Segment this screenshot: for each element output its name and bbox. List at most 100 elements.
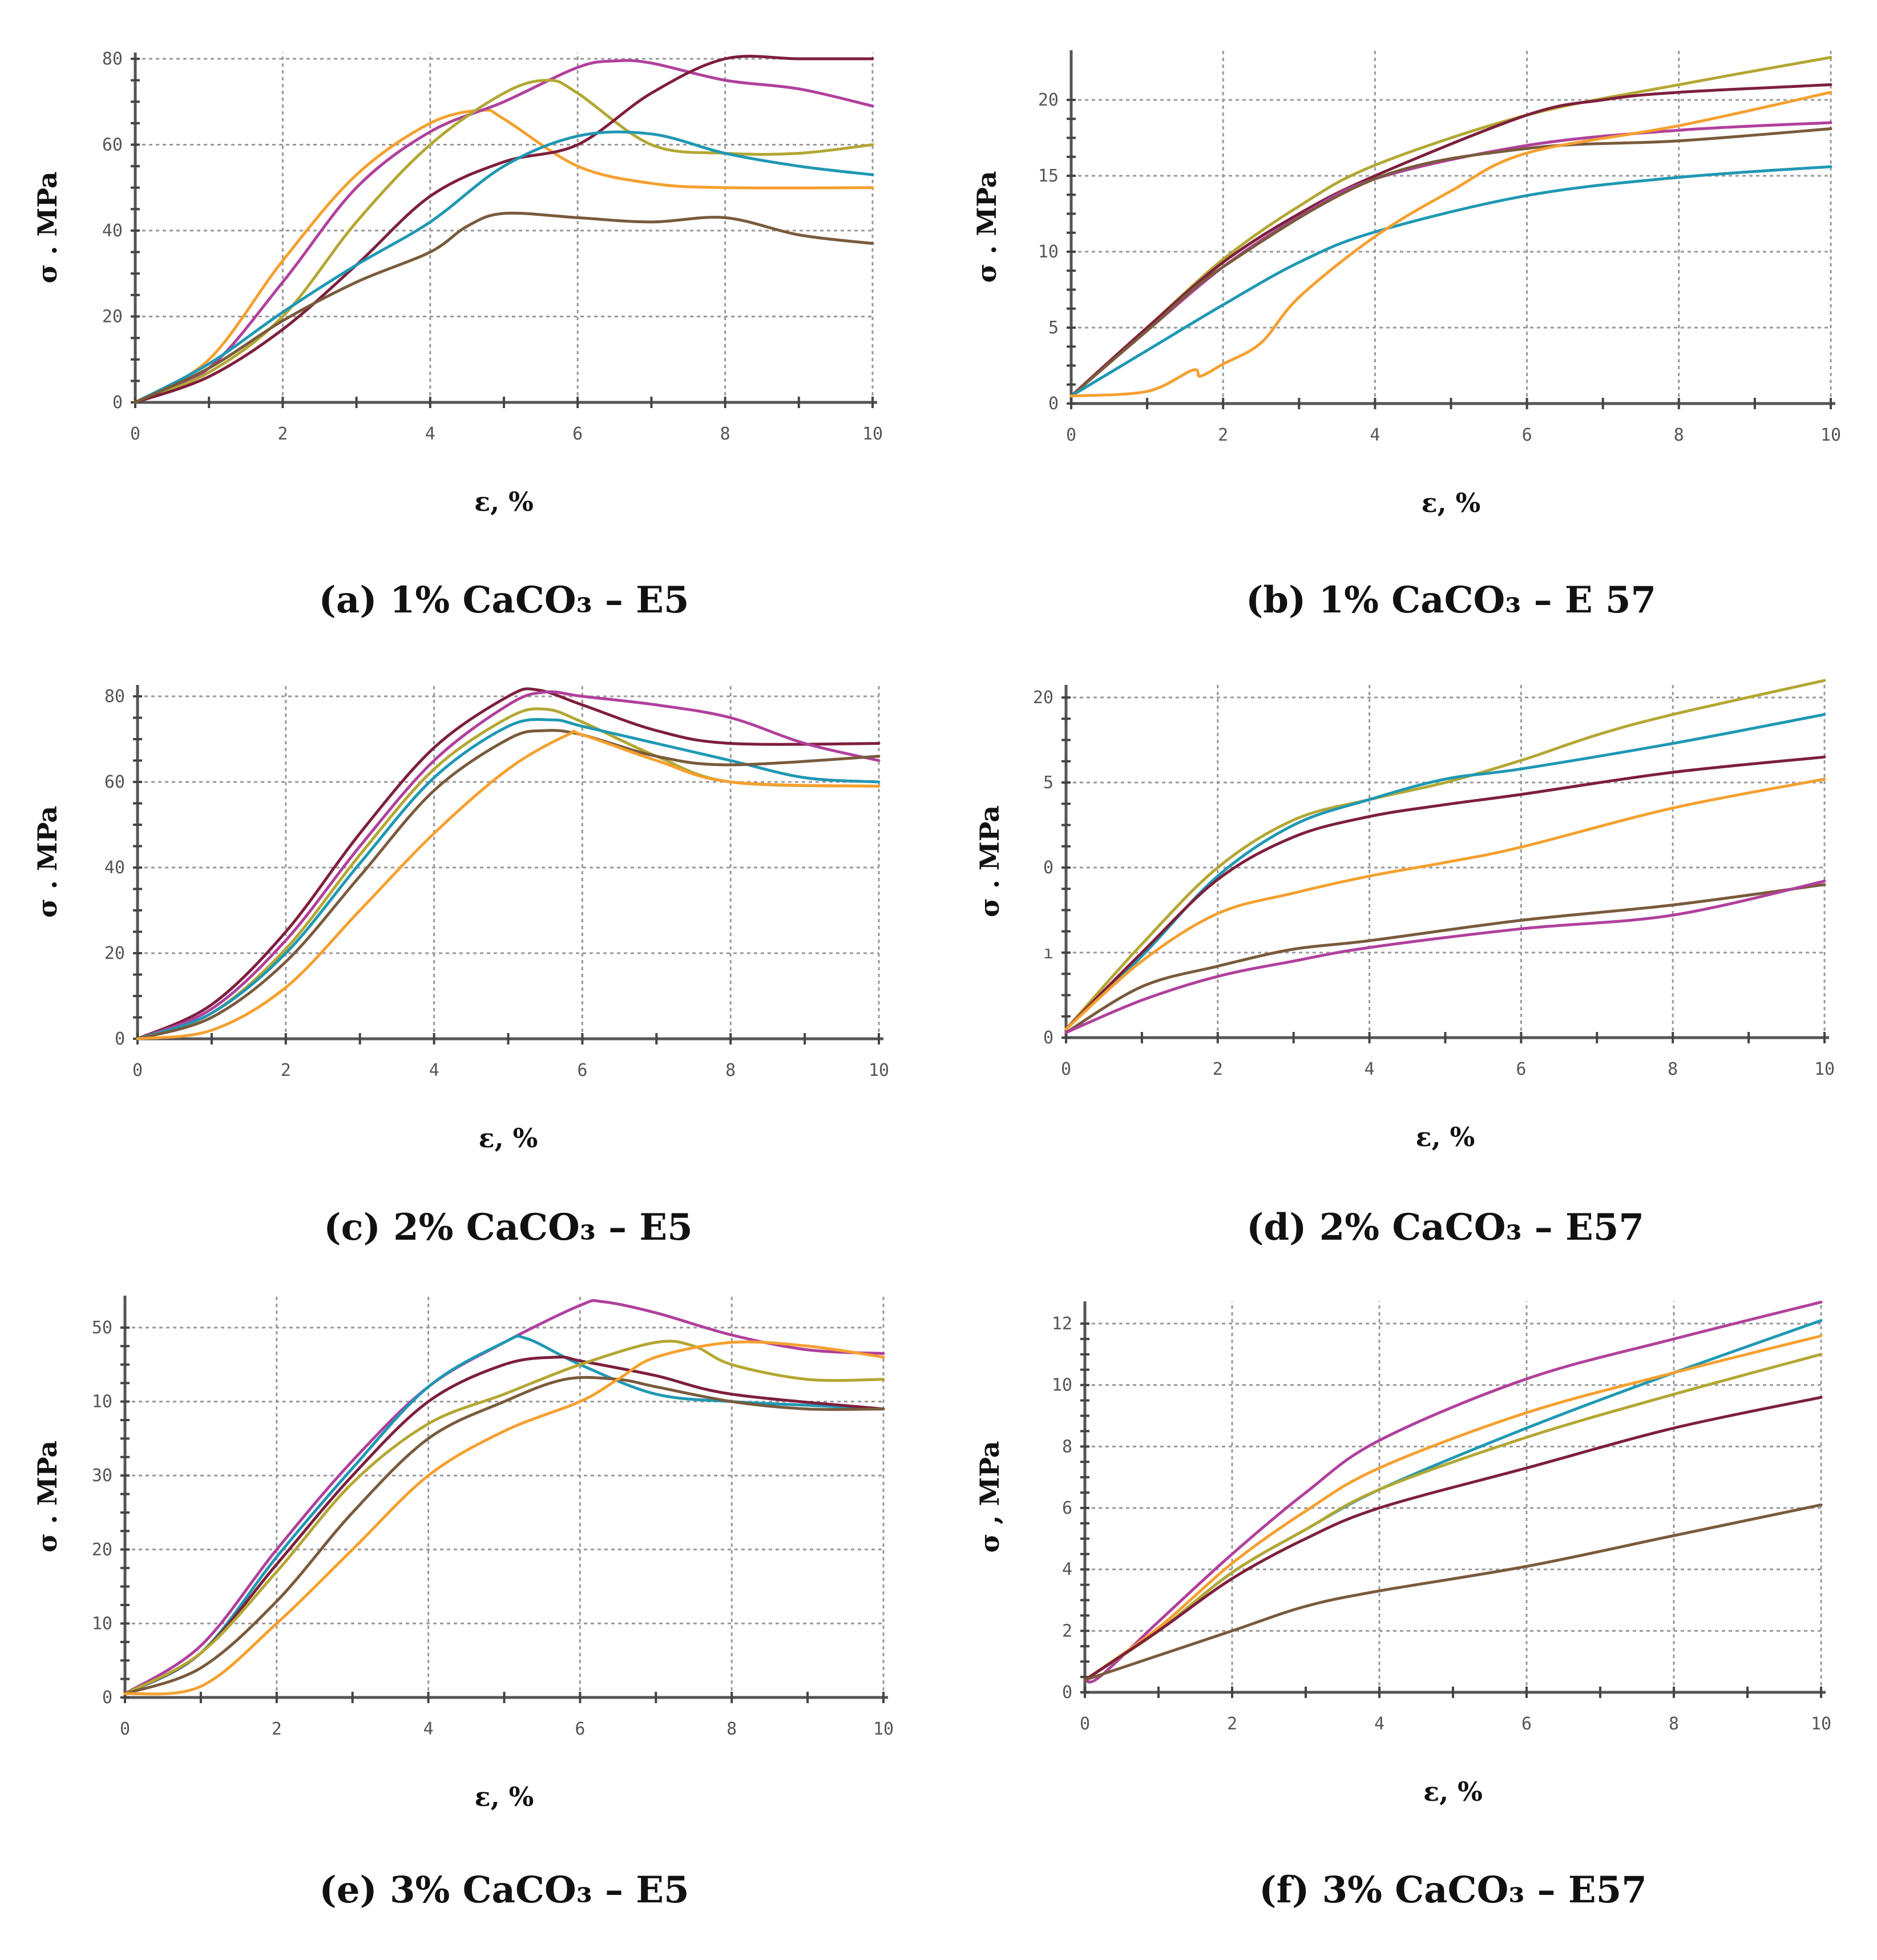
- y-tick-label: 0: [115, 1029, 125, 1049]
- series-line-dark-red: [136, 687, 881, 1041]
- y-tick-label: 0: [102, 1688, 112, 1708]
- x-tick-label: 2: [281, 1060, 291, 1080]
- x-tick-label: 2: [1213, 1059, 1223, 1079]
- x-tick-label: 6: [1516, 1059, 1526, 1079]
- y-tick-label: 0: [112, 393, 123, 413]
- y-tick-label: 80: [102, 49, 123, 69]
- y-tick-label: 5: [1043, 773, 1053, 793]
- panel-caption: (c) 2% CaCO₃ – E5: [324, 1206, 692, 1249]
- y-tick-label: 0: [1062, 1683, 1072, 1703]
- series-line-magenta: [1069, 121, 1832, 398]
- series-line-magenta: [1083, 1300, 1823, 1684]
- x-tick-label: 8: [1674, 425, 1684, 445]
- chart-panel-d: 0 2 4 6 8 10 0 ı 0 5 20 ε, % σ . MPa (d) 2% CaCO₃ – E…: [974, 679, 1835, 1249]
- y-tick-label: 2: [1062, 1621, 1072, 1641]
- x-tick-label: 0: [1061, 1059, 1071, 1079]
- panel-caption: (d) 2% CaCO₃ – E57: [1246, 1206, 1644, 1249]
- y-tick-label: ı: [1043, 943, 1053, 963]
- x-tick-label: 4: [423, 1719, 434, 1739]
- x-tick-label: 8: [1668, 1059, 1678, 1079]
- chart-panel-f: 0 2 4 6 8 10 0 2 4 6 8 10 12 ε, % σ , MPa (f) 3% CaCO₃ …: [974, 1300, 1831, 1911]
- y-tick-label: 60: [102, 135, 123, 155]
- x-tick-label: 0: [1066, 425, 1076, 445]
- x-tick-label: 4: [1370, 425, 1380, 445]
- series-line-dark-red: [1083, 1396, 1823, 1681]
- y-tick-label: 20: [102, 307, 123, 327]
- chart-panel-e: 0 2 4 6 8 10 0 10 20 30 10 50 ε, % σ . MPa (e) 3% CaCO…: [32, 1296, 894, 1911]
- y-tick-label: 20: [104, 943, 125, 963]
- y-tick-label: 60: [104, 772, 125, 792]
- panel-caption: (e) 3% CaCO₃ – E5: [319, 1869, 689, 1911]
- panel-caption: (b) 1% CaCO₃ – E 57: [1246, 579, 1656, 622]
- x-tick-label: 8: [1669, 1714, 1679, 1734]
- x-tick-label: 8: [725, 1060, 736, 1080]
- x-tick-label: 0: [120, 1719, 130, 1739]
- series-line-dark-red: [1064, 755, 1826, 1031]
- x-tick-label: 8: [720, 424, 730, 444]
- x-tick-label: 2: [1227, 1714, 1237, 1734]
- y-axis-label: σ . MPa: [32, 806, 63, 918]
- y-tick-label: 20: [92, 1540, 112, 1560]
- x-axis-label: ε, %: [1423, 1776, 1483, 1807]
- y-axis-label: σ . MPa: [32, 1441, 63, 1552]
- x-axis-label: ε, %: [1422, 487, 1481, 518]
- x-tick-label: 6: [577, 1060, 587, 1080]
- series-line-olive: [1064, 679, 1826, 1031]
- y-tick-label: 30: [92, 1466, 112, 1486]
- y-tick-label: 10: [1038, 242, 1059, 262]
- series-line-brown: [134, 211, 874, 404]
- x-axis-label: ε, %: [475, 1781, 534, 1812]
- x-tick-label: 10: [873, 1719, 894, 1739]
- y-tick-label: 20: [1033, 688, 1053, 708]
- x-tick-label: 2: [1218, 425, 1228, 445]
- series-line-dark-red: [134, 55, 874, 404]
- x-tick-label: 10: [1814, 1059, 1835, 1079]
- x-tick-label: 10: [862, 424, 883, 444]
- y-tick-label: 10: [1052, 1376, 1072, 1396]
- x-tick-label: 6: [575, 1719, 585, 1739]
- y-axis-label: σ , MPa: [974, 1441, 1005, 1552]
- y-tick-label: 6: [1062, 1498, 1072, 1518]
- series-line-teal: [1064, 713, 1826, 1031]
- series-line-orange: [136, 729, 881, 1041]
- y-tick-label: 4: [1062, 1560, 1072, 1580]
- series-line-brown: [1069, 127, 1832, 398]
- series-line-magenta: [1064, 880, 1826, 1034]
- x-tick-label: 0: [1080, 1714, 1090, 1734]
- series-line-magenta: [136, 690, 881, 1041]
- x-tick-label: 10: [1811, 1714, 1831, 1734]
- x-tick-label: 10: [869, 1060, 889, 1080]
- y-axis-label: σ . MPa: [971, 171, 1002, 283]
- series-line-orange: [1069, 91, 1832, 398]
- series-line-magenta: [123, 1299, 885, 1695]
- series-line-orange: [123, 1340, 885, 1696]
- y-tick-label: 10: [92, 1614, 112, 1634]
- y-axis-label: σ . MPa: [32, 171, 63, 283]
- series-line-orange: [1083, 1334, 1823, 1681]
- y-tick-label: 10: [92, 1392, 112, 1412]
- series-line-dark-red: [1069, 83, 1832, 398]
- y-tick-label: 12: [1052, 1314, 1072, 1334]
- y-axis-label: σ . MPa: [974, 805, 1005, 917]
- panel-caption: (f) 3% CaCO₃ – E57: [1259, 1869, 1647, 1911]
- x-tick-label: 6: [572, 424, 583, 444]
- panel-caption: (a) 1% CaCO₃ – E5: [319, 579, 689, 622]
- series-line-teal: [136, 717, 881, 1041]
- y-tick-label: 50: [92, 1318, 112, 1338]
- x-tick-label: 10: [1821, 425, 1841, 445]
- x-tick-label: 4: [429, 1060, 439, 1080]
- series-line-olive: [123, 1340, 885, 1695]
- series-line-brown: [136, 729, 881, 1041]
- series-line-teal: [1083, 1319, 1823, 1681]
- x-tick-label: 2: [272, 1719, 282, 1739]
- chart-panel-b: 0 2 4 6 8 10 0 5 10 15 20 ε, % σ . MPa (b) 1% CaCO₃ –…: [971, 50, 1841, 622]
- x-axis-label: ε, %: [479, 1123, 538, 1154]
- series-line-teal: [134, 130, 874, 404]
- y-tick-label: 80: [104, 687, 125, 707]
- x-axis-label: ε, %: [1416, 1122, 1475, 1152]
- series-line-orange: [1064, 777, 1826, 1031]
- x-tick-label: 6: [1522, 425, 1532, 445]
- x-axis-label: ε, %: [474, 486, 534, 517]
- series-line-brown: [1083, 1503, 1823, 1681]
